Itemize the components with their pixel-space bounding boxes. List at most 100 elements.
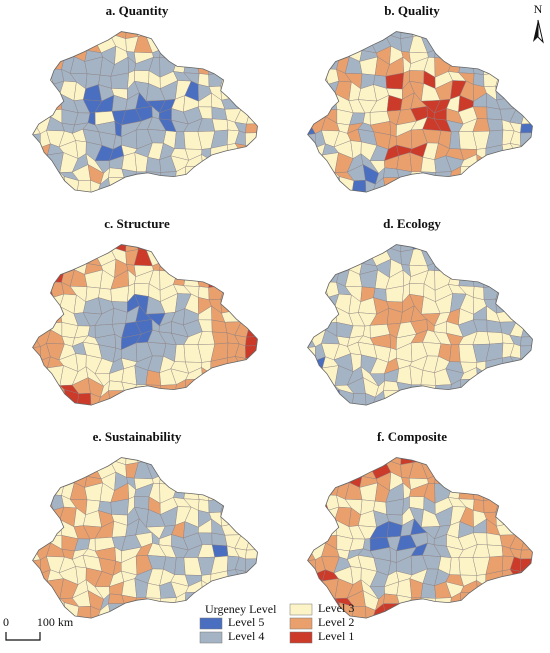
panel-title: c. Structure — [104, 216, 170, 231]
region — [321, 259, 339, 274]
region — [246, 317, 258, 338]
region — [307, 402, 311, 406]
region — [246, 31, 258, 41]
region — [208, 404, 229, 406]
region — [85, 31, 101, 42]
region — [522, 177, 533, 193]
region — [499, 592, 514, 611]
region — [12, 59, 28, 75]
region — [522, 603, 533, 619]
region — [523, 76, 533, 89]
region — [45, 460, 63, 478]
legend-swatch — [199, 617, 223, 630]
region — [350, 405, 367, 406]
scale-start: 0 — [3, 615, 9, 629]
region — [336, 188, 353, 193]
region — [173, 58, 186, 74]
region — [133, 602, 152, 619]
region — [184, 165, 203, 184]
region — [223, 260, 236, 275]
region — [432, 457, 450, 465]
region — [432, 36, 450, 50]
region — [135, 406, 148, 418]
region — [483, 617, 504, 619]
maps: a. Quantity b. Quality c. Structure d. Ecol… — [12, 3, 533, 631]
region — [108, 603, 125, 619]
region — [224, 58, 241, 75]
region — [320, 244, 339, 251]
region — [287, 238, 299, 253]
region — [486, 331, 504, 345]
region — [32, 52, 37, 62]
region — [12, 141, 22, 159]
legend-swatch — [289, 617, 313, 630]
region — [520, 591, 533, 605]
region — [159, 176, 175, 193]
region — [434, 597, 452, 611]
region — [75, 192, 92, 193]
region — [287, 510, 298, 525]
region — [471, 401, 487, 406]
region — [70, 244, 88, 253]
region — [12, 496, 28, 513]
region — [287, 117, 303, 138]
region — [159, 384, 177, 398]
region — [307, 189, 311, 193]
region — [62, 457, 72, 466]
scale-line — [5, 632, 41, 641]
region — [36, 94, 51, 111]
region — [287, 297, 298, 312]
region — [307, 251, 312, 266]
region — [470, 476, 486, 488]
region — [226, 197, 235, 205]
region — [208, 473, 229, 488]
region — [432, 31, 450, 39]
region — [33, 482, 49, 502]
region — [448, 271, 461, 287]
region — [421, 176, 440, 193]
region — [146, 176, 165, 193]
region — [223, 457, 241, 466]
region — [337, 244, 347, 253]
region — [247, 177, 258, 193]
region — [333, 249, 352, 265]
region — [224, 179, 239, 193]
region — [208, 47, 229, 62]
region — [32, 569, 41, 586]
region — [311, 94, 326, 111]
region — [184, 591, 203, 610]
region — [208, 260, 229, 275]
region — [38, 594, 54, 611]
region — [157, 462, 175, 476]
region — [32, 269, 38, 289]
region — [483, 404, 504, 406]
region — [200, 378, 213, 392]
legend-swatch — [289, 603, 313, 616]
region — [85, 457, 101, 468]
region — [421, 602, 440, 619]
region — [307, 310, 316, 323]
region — [287, 106, 303, 119]
region — [12, 45, 27, 61]
region — [12, 616, 27, 631]
region — [345, 461, 363, 478]
region — [520, 549, 533, 560]
region — [510, 251, 522, 266]
region — [244, 56, 258, 78]
region — [507, 484, 529, 504]
region — [224, 379, 239, 398]
region — [308, 34, 323, 53]
region — [61, 188, 78, 193]
region — [37, 281, 54, 298]
region — [449, 557, 461, 576]
region — [520, 506, 533, 526]
legend-label: Level 3 — [318, 601, 354, 615]
region — [195, 458, 209, 479]
region — [38, 508, 54, 525]
region — [287, 561, 303, 569]
region — [307, 265, 312, 275]
region — [12, 532, 28, 545]
region — [207, 38, 229, 51]
region — [12, 25, 24, 40]
region — [307, 319, 312, 338]
